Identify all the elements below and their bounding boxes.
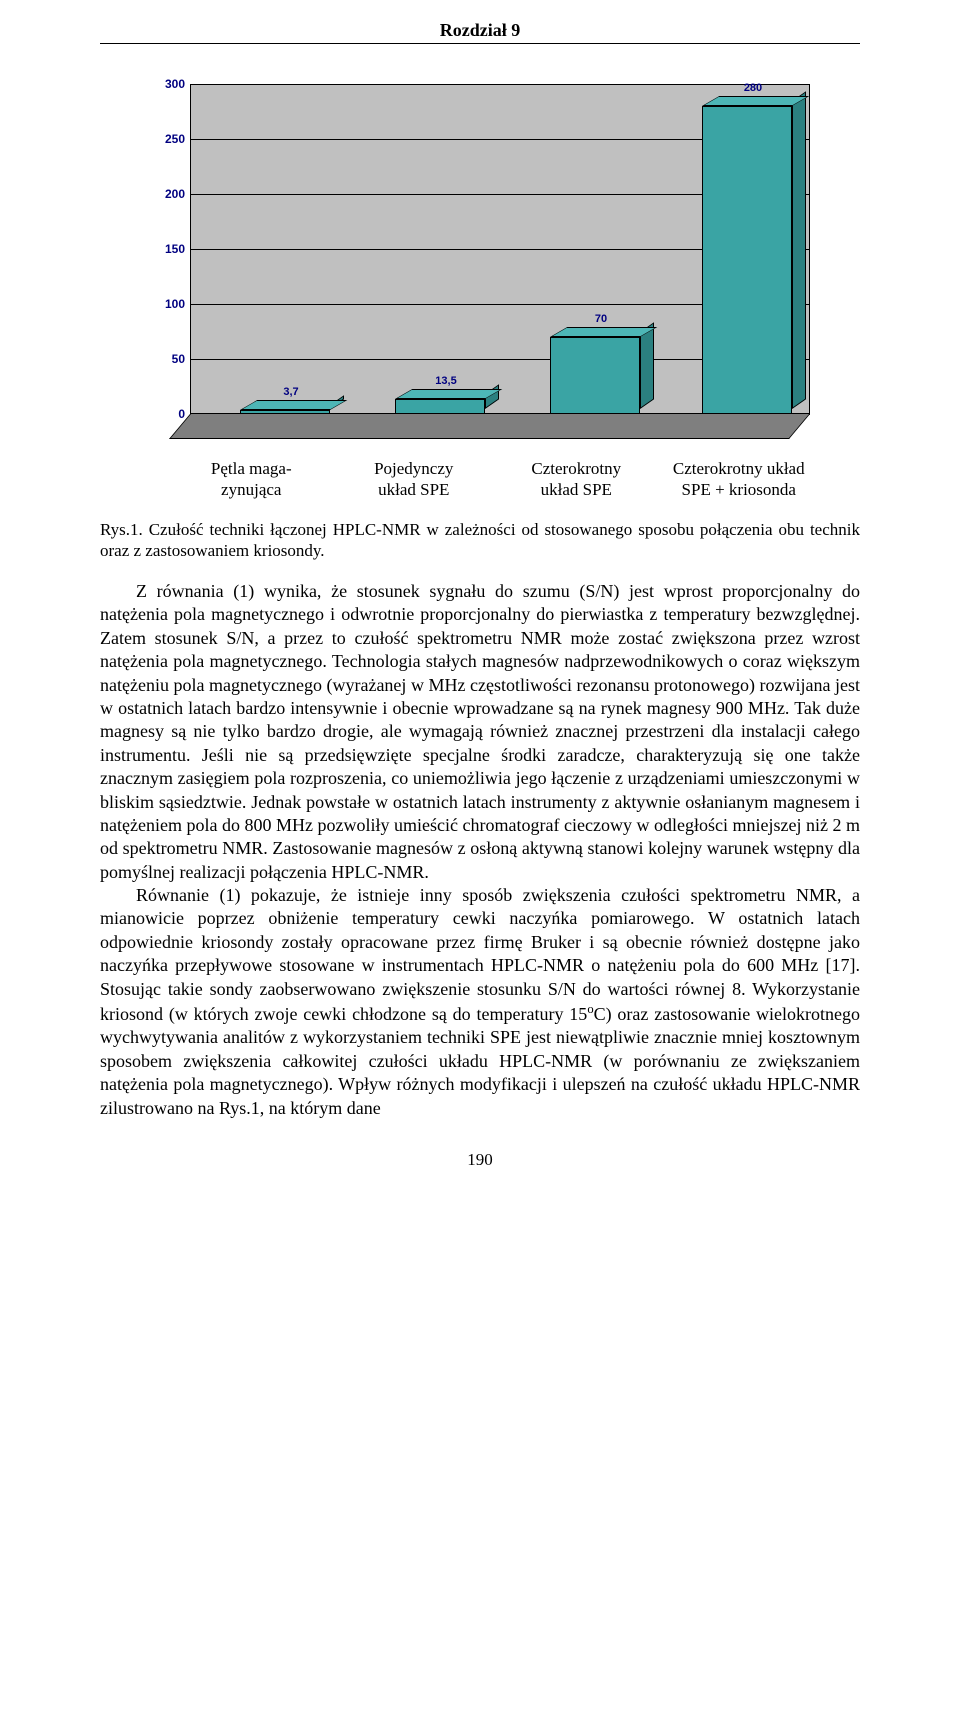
x-category-label: Pętla maga-zynująca [170, 458, 333, 501]
y-tick-label: 50 [155, 352, 185, 366]
y-tick-label: 300 [155, 77, 185, 91]
body-text: Z równania (1) wynika, że stosunek sygna… [100, 580, 860, 1120]
bar-chart: 0 50 100 150 200 250 300 3,7 13,5 70 280 Pętla mag… [130, 74, 830, 501]
page-number: 190 [100, 1150, 860, 1170]
bar: 3,7 [240, 410, 330, 414]
bar: 280 [702, 106, 792, 414]
paragraph-1: Z równania (1) wynika, że stosunek sygna… [100, 580, 860, 884]
x-category-label: Pojedynczyukład SPE [333, 458, 496, 501]
y-tick-label: 150 [155, 242, 185, 256]
paragraph-2: Równanie (1) pokazuje, że istnieje inny … [100, 884, 860, 1120]
x-category-label: Czterokrotnyukład SPE [495, 458, 658, 501]
bar: 70 [550, 337, 640, 414]
bar-value-label: 3,7 [246, 386, 336, 398]
x-category-label: Czterokrotny układSPE + kriosonda [658, 458, 821, 501]
header-rule [100, 43, 860, 44]
bar-value-label: 280 [708, 82, 798, 94]
chapter-title: Rozdział 9 [100, 20, 860, 41]
bar-value-label: 13,5 [401, 375, 491, 387]
y-tick-label: 250 [155, 132, 185, 146]
bar: 13,5 [395, 399, 485, 414]
figure-caption: Rys.1. Czułość techniki łączonej HPLC-NM… [100, 519, 860, 563]
y-tick-label: 0 [155, 407, 185, 421]
bar-value-label: 70 [556, 313, 646, 325]
y-tick-label: 100 [155, 297, 185, 311]
y-tick-label: 200 [155, 187, 185, 201]
